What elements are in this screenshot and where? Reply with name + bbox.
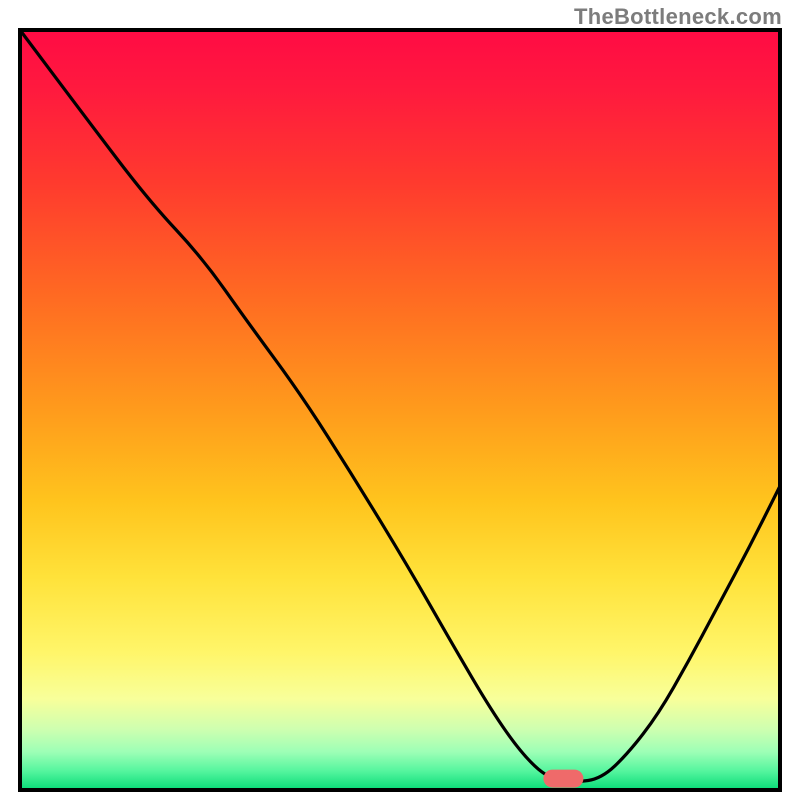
gradient-background	[20, 30, 780, 790]
chart-canvas	[0, 0, 800, 800]
optimum-marker	[543, 770, 583, 788]
plot-area	[20, 30, 780, 790]
bottleneck-chart: TheBottleneck.com	[0, 0, 800, 800]
watermark-text: TheBottleneck.com	[574, 4, 782, 30]
